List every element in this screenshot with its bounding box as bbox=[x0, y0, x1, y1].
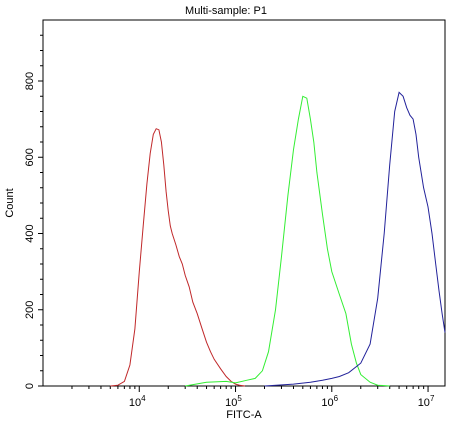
x-axis: 104 105 106 107 bbox=[71, 386, 435, 409]
x-tick-label: 104 bbox=[129, 394, 146, 409]
series-3-line bbox=[264, 91, 446, 387]
plot-frame bbox=[42, 19, 446, 387]
y-tick-label: 0 bbox=[24, 383, 36, 389]
series-layer bbox=[110, 91, 446, 387]
chart-title: Multi-sample: P1 bbox=[185, 5, 267, 17]
x-tick-label: 105 bbox=[225, 394, 242, 409]
y-tick-label: 400 bbox=[24, 224, 36, 242]
x-tick-label: 106 bbox=[321, 394, 338, 409]
series-1-line bbox=[110, 128, 245, 387]
y-axis-label: Count bbox=[4, 188, 16, 217]
x-tick-exponent: 7 bbox=[430, 394, 435, 403]
x-tick-exponent: 4 bbox=[141, 394, 146, 403]
y-axis: 0 200 400 600 800 bbox=[24, 34, 43, 389]
x-tick-base: 10 bbox=[418, 397, 430, 409]
x-tick-base: 10 bbox=[225, 397, 237, 409]
y-tick-label: 800 bbox=[24, 72, 36, 90]
x-tick-base: 10 bbox=[321, 397, 333, 409]
y-tick-label: 200 bbox=[24, 301, 36, 319]
x-axis-label: FITC-A bbox=[226, 409, 262, 421]
y-tick-label: 600 bbox=[24, 148, 36, 166]
x-tick-exponent: 5 bbox=[237, 394, 242, 403]
x-tick-label: 107 bbox=[418, 394, 435, 409]
x-tick-exponent: 6 bbox=[334, 394, 339, 403]
series-2-line bbox=[185, 95, 390, 387]
x-tick-base: 10 bbox=[129, 397, 141, 409]
